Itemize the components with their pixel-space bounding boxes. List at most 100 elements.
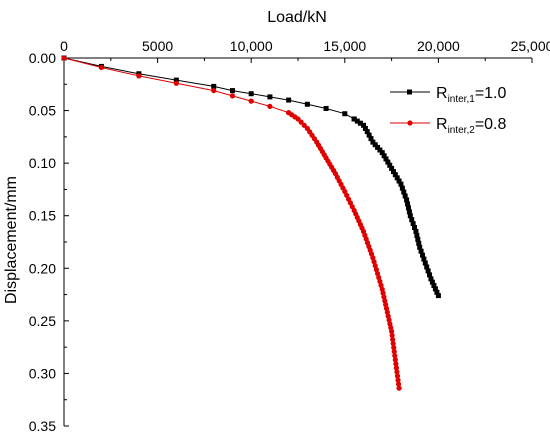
data-point [405,201,411,207]
data-point [366,132,372,138]
data-point [372,142,378,148]
legend-entry-2: Rinter,2=0.8 [390,116,507,136]
series-layer [61,55,441,391]
data-point [391,349,397,355]
data-point [173,80,179,86]
data-point [286,97,292,103]
data-point [417,244,423,250]
data-point [248,91,254,97]
data-point [432,286,438,292]
data-point [413,228,419,234]
data-point [399,185,405,191]
data-point [136,73,142,79]
legend-label: Rinter,2=0.8 [436,116,507,136]
y-tick-label: 0.05 [29,103,56,119]
data-point [389,328,395,334]
legend-entry-1: Rinter,1=1.0 [390,85,507,105]
data-point [267,103,273,109]
data-point [376,274,382,281]
data-point [390,340,396,347]
data-point [396,385,402,391]
data-point [381,153,387,159]
data-point [364,129,370,135]
data-point [373,267,379,273]
data-point [267,94,273,100]
data-point [173,77,179,83]
y-axis-title: Displacement/mm [3,176,20,304]
data-point [409,217,415,223]
data-point [229,88,235,94]
data-point [370,255,376,261]
data-point [425,268,431,274]
y-tick-label: 0.25 [29,313,56,329]
data-point [415,236,421,242]
data-point [372,263,378,269]
data-point [429,279,435,285]
data-point [428,276,434,282]
data-point [395,381,402,387]
series-1 [61,55,441,299]
y-tick-label: 0.20 [29,260,56,276]
x-axis-title: Load/kN [267,9,327,26]
data-point [402,193,408,199]
data-point [371,259,377,265]
data-point [61,55,67,61]
data-point [394,175,400,181]
data-point [427,272,433,278]
data-point [412,225,418,231]
data-point [393,361,399,367]
data-point [390,169,396,175]
x-tick-label: 0 [60,38,68,54]
series-line [63,57,400,389]
data-point [323,105,329,111]
data-point [387,162,393,168]
legend-label: Rinter,1=1.0 [436,85,507,105]
data-point [362,125,368,131]
data-point [389,332,395,339]
data-point [98,64,105,71]
data-point [391,344,397,351]
data-point [379,150,385,156]
data-point [361,122,367,128]
data-point [354,118,360,124]
x-tick-label: 10,000 [230,38,273,54]
data-point [421,256,427,262]
data-point [368,136,374,142]
data-point [392,353,398,359]
x-tick-label: 20,000 [417,38,460,54]
data-point [211,87,217,94]
data-point [342,111,348,117]
data-point [392,172,398,178]
data-point [374,270,381,277]
data-point [304,101,310,107]
data-point [410,221,416,227]
data-point [389,165,395,171]
data-point [407,213,413,219]
x-tick-label: 5000 [142,38,173,54]
data-point [229,93,236,99]
data-point [395,377,401,383]
y-tick-label: 0.15 [29,208,56,224]
legend-marker [407,120,413,126]
legend-marker [407,89,412,95]
data-point [404,197,410,203]
data-point [419,252,425,258]
data-point [424,264,430,270]
data-point [394,369,400,375]
data-point [383,156,389,162]
data-point [405,205,411,211]
y-tick-label: 0.00 [29,50,56,66]
y-tick-label: 0.35 [29,418,56,434]
data-point [394,373,401,379]
x-tick-label: 15,000 [323,38,366,54]
data-point [401,189,407,195]
data-point [248,98,254,104]
data-point [406,209,412,215]
x-tick-label: 25,000 [511,38,550,54]
data-point [385,159,391,165]
series-2 [61,55,402,391]
data-point [398,181,404,187]
data-point [370,139,376,145]
data-point [393,365,400,371]
